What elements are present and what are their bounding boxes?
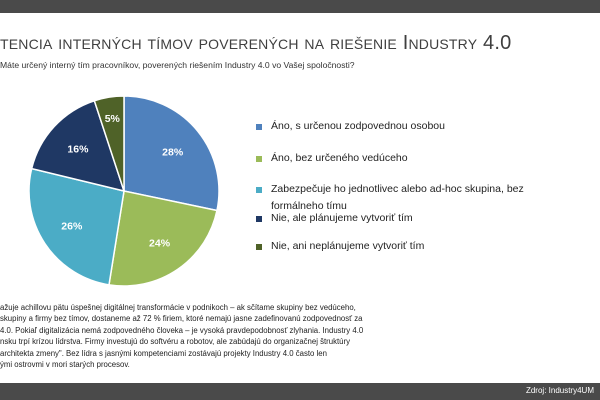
pie-slice [123, 95, 220, 212]
pie-slice-label: 5% [105, 113, 121, 125]
pie-slice-label: 24% [149, 238, 171, 250]
pie-chart-svg: 28% 24% 26% 16% 5% [28, 95, 220, 287]
commentary-line: ažuje achillovu pätu úspešnej digitálnej… [0, 303, 356, 312]
legend-swatch [256, 156, 262, 162]
commentary-line: nsku trpí krízou lídrstva. Firmy investu… [0, 337, 351, 347]
top-bar [0, 0, 600, 13]
legend-label: Áno, bez určeného vedúceho [271, 152, 408, 164]
commentary-line: skupiny a firmy bez tímov, dostaneme až … [0, 314, 363, 324]
legend-label: Zabezpečuje ho jednotlivec alebo ad-hoc … [271, 183, 524, 212]
pie-slice [30, 99, 126, 193]
legend-swatch [256, 244, 262, 250]
page-title: tencia interných tímov poverených na rie… [0, 32, 512, 54]
legend-item: Áno, bez určeného vedúceho [256, 150, 408, 167]
pie-chart: 28% 24% 26% 16% 5% [0, 95, 230, 295]
pie-slice-label: 16% [67, 143, 89, 155]
legend-item: Nie, ani neplánujeme vytvoriť tím [256, 238, 424, 255]
legend-item: Nie, ale plánujeme vytvoriť tím [256, 210, 413, 227]
pie-slice-label: 28% [162, 146, 184, 158]
legend-label: Áno, s určenou zodpovednou osobou [271, 120, 445, 132]
legend-swatch [256, 124, 262, 130]
footer-bar [0, 383, 600, 400]
legend-item: Zabezpečuje ho jednotlivec alebo ad-hoc … [256, 181, 556, 215]
commentary-line: architekta zmeny". Bez lídra s jasnými k… [0, 348, 327, 358]
legend-label: Nie, ani neplánujeme vytvoriť tím [271, 240, 425, 252]
commentary-line: ými ostrovmi v mori starých procesov. [0, 360, 130, 370]
pie-slice [93, 95, 125, 192]
survey-question: Máte určený interný tím pracovníkov, pov… [0, 60, 355, 70]
legend-item: Áno, s určenou zodpovednou osobou [256, 118, 445, 135]
commentary-text: ažuje achillovu pätu úspešnej digitálnej… [0, 302, 380, 370]
commentary-line: 4.0. Pokiaľ digitalizácia nemá zodpovedn… [0, 325, 364, 335]
source-credit: Zdroj: Industry4UM [525, 386, 594, 395]
legend-label: Nie, ale plánujeme vytvoriť tím [271, 212, 413, 224]
legend-swatch [256, 216, 262, 222]
pie-slice [28, 167, 125, 286]
pie-slice [108, 190, 218, 287]
pie-slice-label: 26% [61, 221, 83, 233]
legend-swatch [256, 187, 262, 193]
